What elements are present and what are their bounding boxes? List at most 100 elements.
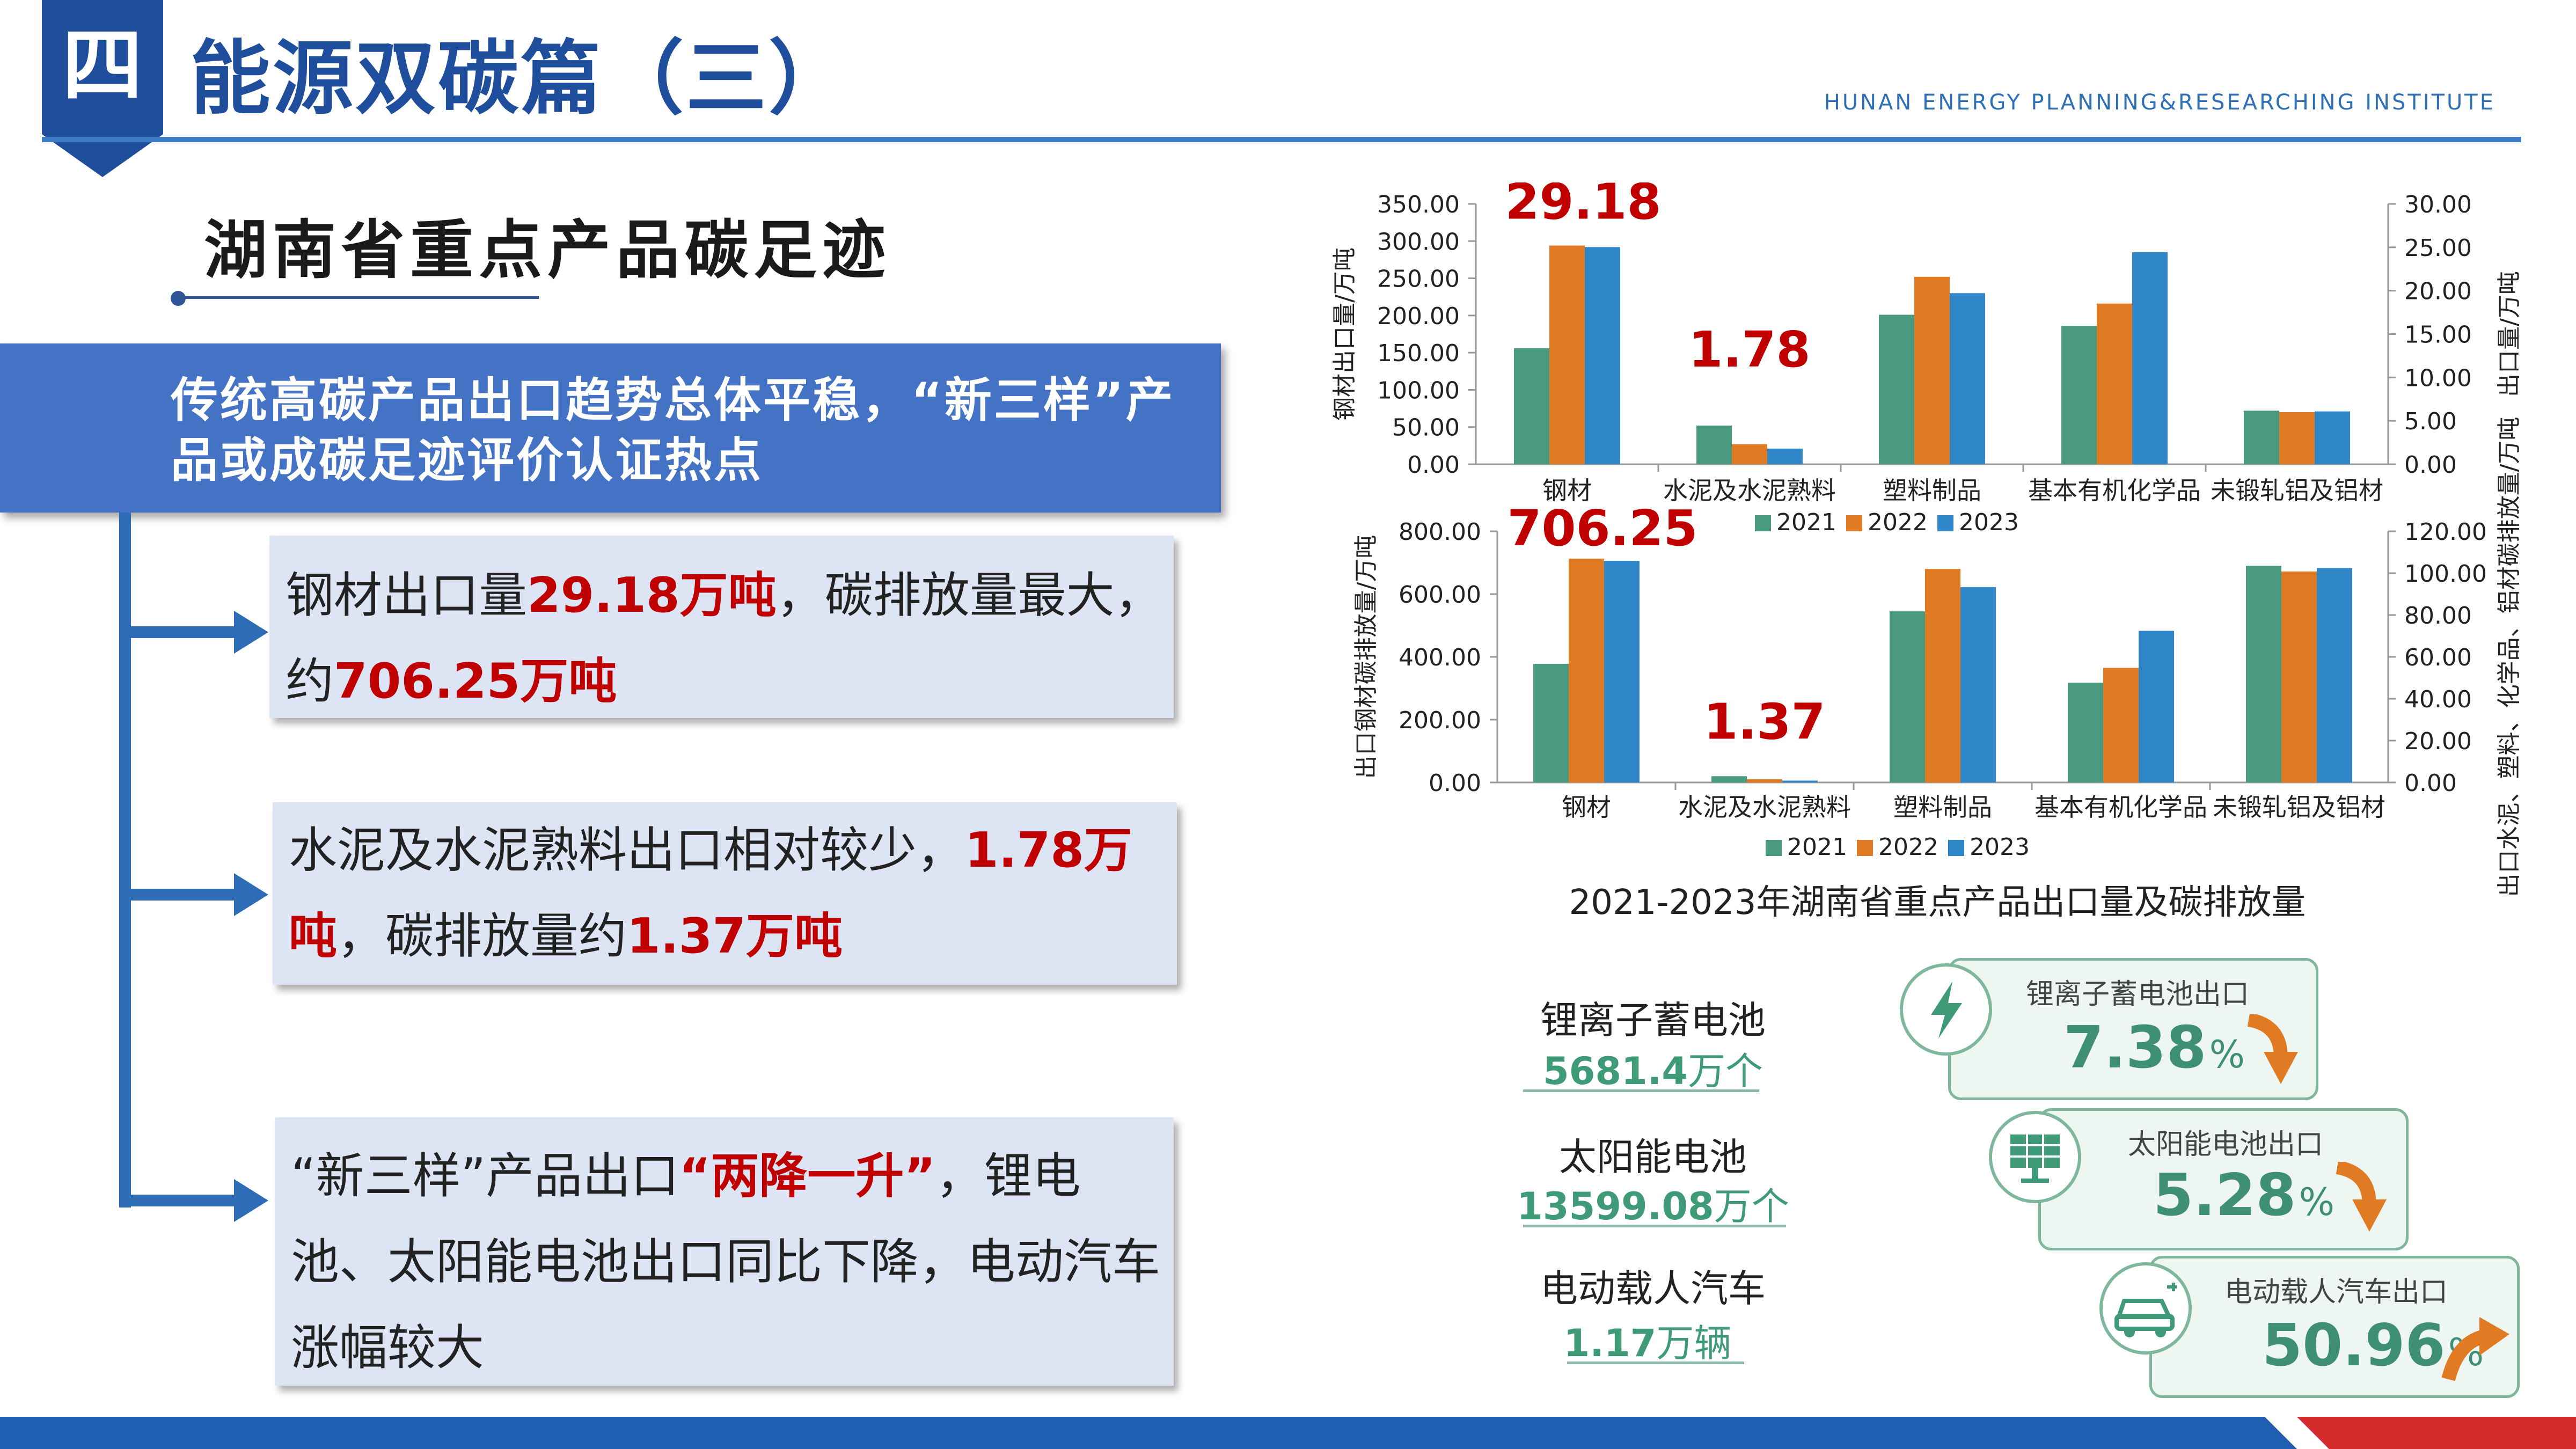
header-divider: [42, 137, 2521, 142]
legend-label: 2021: [1776, 509, 1836, 536]
tree-branch-2: [119, 889, 237, 901]
stat-name: 锂离子蓄电池: [1540, 998, 1766, 1042]
bar-2021: [2244, 411, 2279, 464]
bar-2021: [1514, 348, 1549, 464]
stat-value: 13599.08万个: [1517, 1184, 1789, 1228]
title-underline: [182, 296, 539, 299]
data-annotation: 1.37: [1704, 693, 1826, 750]
stat-name: 电动载人汽车: [1540, 1267, 1766, 1311]
bar-2023: [2139, 631, 2174, 782]
stat-underline: [1567, 1362, 1744, 1364]
bar-2023: [1960, 587, 1996, 782]
arrow-right-icon: [234, 1179, 268, 1222]
export-volume-chart: 0.00 50.00 100.00 150.00 200.00 250.00 300.00 3…: [1331, 182, 2523, 536]
arrow-right-icon: [234, 873, 268, 916]
bar-2021: [1696, 425, 1732, 464]
stat-underline: [1523, 1225, 1786, 1227]
legend-label: 2022: [1878, 833, 1938, 861]
footer-accent: [2265, 1417, 2576, 1449]
page-title: 能源双碳篇（三）: [190, 32, 852, 126]
category-label: 水泥及水泥熟料: [1678, 793, 1851, 822]
stat-name: 太阳能电池: [1559, 1135, 1747, 1179]
bar-2023: [2315, 411, 2350, 464]
footer-bar: [0, 1417, 2576, 1449]
insight-text: 钢材出口量29.18万吨，碳排放量最大，约706.25万吨: [286, 567, 1163, 709]
insight-card-cement: 水泥及水泥熟料出口相对较少，1.78万吨，碳排放量约1.37万吨: [273, 802, 1177, 985]
header-badge: [42, 0, 163, 177]
stat-box-label: 电动载人汽车出口: [2224, 1276, 2448, 1308]
category-label: 钢材: [1562, 793, 1611, 822]
y2-tick-label: 10.00: [2404, 364, 2472, 392]
legend-swatch: [1755, 515, 1771, 531]
insight-card-new-three: “新三样”产品出口“两降一升”，锂电池、太阳能电池出口同比下降，电动汽车涨幅较大: [275, 1117, 1174, 1386]
y2-axis-title: 出口水泥、塑料、化学品、铝材碳排放量/万吨: [2496, 417, 2523, 897]
stat-box-value: 7.38 %: [2063, 1014, 2245, 1081]
bar-2023: [1950, 293, 1985, 464]
y2-tick-label: 80.00: [2404, 602, 2472, 630]
legend-label: 2022: [1868, 509, 1928, 536]
y2-tick-label: 120.00: [2404, 518, 2487, 546]
y2-tick-label: 15.00: [2404, 321, 2472, 349]
y2-tick-label: 60.00: [2404, 644, 2472, 671]
bar-2022: [1914, 276, 1950, 464]
y-tick-label: 0.00: [1429, 770, 1481, 797]
bar-2021: [1711, 776, 1747, 782]
bar-2023: [1782, 780, 1818, 782]
y2-tick-label: 20.00: [2404, 728, 2472, 755]
bar-2021: [2068, 682, 2103, 782]
bar-2023: [2132, 252, 2168, 464]
bar-2023: [1585, 247, 1620, 464]
bar-2022: [2103, 668, 2139, 782]
bar-2022: [2279, 412, 2315, 464]
stat-box-value: 50.96 %: [2262, 1312, 2484, 1379]
y2-tick-label: 25.00: [2404, 235, 2472, 262]
y2-tick-label: 40.00: [2404, 686, 2472, 713]
bar-2021: [1890, 611, 1925, 782]
data-annotation: 706.25: [1507, 500, 1697, 557]
category-label: 水泥及水泥熟料: [1663, 476, 1836, 505]
tree-branch-3: [119, 1195, 237, 1206]
stat-box-solar: [2038, 1108, 2409, 1250]
legend-label: 2021: [1787, 833, 1847, 861]
stat-box-ev: [2149, 1256, 2520, 1398]
y-tick-label: 150.00: [1377, 340, 1460, 367]
stat-box-value: 5.28 %: [2153, 1162, 2335, 1229]
chart-caption: 2021-2023年湖南省重点产品出口量及碳排放量: [1569, 883, 2306, 923]
category-label: 未锻轧铝及铝材: [2213, 793, 2385, 822]
category-label: 钢材: [1542, 476, 1592, 505]
y-axis-title: 出口钢材碳排放量/万吨: [1352, 535, 1380, 779]
lightning-icon: [1900, 963, 1992, 1056]
y-tick-label: 300.00: [1377, 228, 1460, 255]
y-axis-title: 钢材出口量/万吨: [1331, 247, 1358, 421]
bar-2022: [1747, 779, 1782, 782]
y-tick-label: 200.00: [1377, 303, 1460, 330]
bar-2022: [1569, 558, 1604, 782]
bar-2021: [1879, 314, 1914, 464]
trend-down-arrow-icon: [2336, 1162, 2387, 1232]
arrow-right-icon: [234, 611, 268, 654]
y2-tick-label: 5.00: [2404, 408, 2457, 435]
y-tick-label: 800.00: [1399, 518, 1481, 546]
bar-2022: [1925, 569, 1960, 782]
header-badge-number: 四: [62, 19, 143, 113]
insight-text: “新三样”产品出口“两降一升”，锂电池、太阳能电池出口同比下降，电动汽车涨幅较大: [291, 1148, 1160, 1376]
category-label: 基本有机化学品: [2035, 793, 2207, 822]
stat-value: 5681.4万个: [1542, 1049, 1763, 1093]
legend-swatch: [1857, 840, 1873, 856]
y-tick-label: 50.00: [1392, 414, 1460, 442]
bar-2021: [2061, 326, 2097, 464]
y-tick-label: 250.00: [1377, 266, 1460, 293]
trend-down-arrow-icon: [2247, 1014, 2298, 1084]
trend-up-arrow-icon: [2442, 1317, 2509, 1381]
summary-banner: [0, 343, 1221, 513]
bar-2023: [1767, 448, 1803, 464]
bar-2022: [1549, 245, 1585, 464]
legend-label: 2023: [1970, 833, 2030, 861]
product-export-charts: 0.00 50.00 100.00 150.00 200.00 250.00 300.00 3…: [1331, 182, 2523, 897]
category-label: 塑料制品: [1893, 793, 1992, 822]
bar-2022: [2097, 303, 2132, 464]
insight-text: 水泥及水泥熟料出口相对较少，1.78万吨，碳排放量约1.37万吨: [289, 822, 1133, 964]
category-label: 未锻轧铝及铝材: [2211, 476, 2383, 505]
data-annotation: 1.78: [1689, 321, 1811, 378]
y2-tick-label: 100.00: [2404, 560, 2487, 588]
